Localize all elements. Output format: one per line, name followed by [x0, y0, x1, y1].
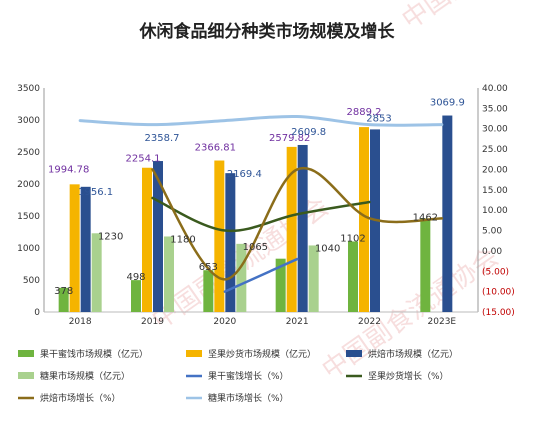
bar: [236, 243, 247, 312]
data-label: 2889.2: [347, 107, 382, 118]
data-label: 1994.78: [48, 164, 89, 175]
y-tick-right: (10.00): [482, 288, 515, 298]
legend-swatch: [18, 350, 34, 357]
y-tick-left: 2500: [17, 148, 40, 158]
y-tick-right: 0.00: [482, 247, 502, 257]
bar: [286, 146, 297, 312]
data-label: 2853: [366, 113, 391, 124]
data-label: 2358.7: [145, 133, 180, 144]
data-label: 3069.9: [430, 98, 465, 109]
bar: [348, 241, 358, 312]
legend-label: 果干蜜饯增长（%）: [208, 370, 289, 382]
bar: [131, 280, 141, 312]
legend-label: 糖果市场规模（亿元）: [40, 370, 130, 382]
data-label: 2366.81: [195, 143, 236, 154]
bar: [442, 115, 453, 312]
y-tick-right: 40.00: [482, 84, 508, 94]
series-line: [223, 257, 299, 293]
y-tick-left: 3500: [17, 84, 40, 94]
bar: [142, 167, 152, 312]
x-tick: 2018: [69, 317, 92, 327]
legend-label: 糖果市场增长（%）: [208, 392, 289, 404]
bar: [58, 287, 69, 312]
legend-label: 果干蜜饯市场规模（亿元）: [40, 348, 148, 360]
x-tick: 2021: [286, 317, 309, 327]
data-label: 1040: [315, 243, 340, 254]
series-line: [151, 196, 371, 233]
legend-label: 烘焙市场增长（%）: [40, 392, 121, 404]
bar: [203, 270, 214, 312]
legend: 果干蜜饯市场规模（亿元） 坚果炒货市场规模（亿元） 烘焙市场规模（亿元） 糖果市场规模…: [18, 348, 458, 404]
legend-swatch: [186, 350, 202, 357]
data-label: 1180: [170, 234, 195, 245]
data-label: 1065: [243, 242, 268, 253]
data-label: 498: [126, 272, 145, 283]
y-tick-right: 15.00: [482, 186, 508, 196]
x-tick: 2022: [358, 317, 381, 327]
legend-swatch: [346, 350, 362, 357]
bar: [275, 258, 286, 312]
bar: [164, 236, 174, 312]
chart-title: 休闲食品细分种类市场规模及增长: [139, 21, 396, 42]
bar: [153, 161, 163, 312]
y-tick-right: (15.00): [482, 308, 515, 318]
bar: [80, 186, 91, 312]
data-label: 1230: [98, 231, 123, 242]
data-label: 2609.8: [291, 127, 326, 138]
axes: 0 500 1000 1500 2000 2500 3000 3500 (15.00) (10.0…: [17, 84, 515, 327]
y-tick-right: 30.00: [482, 125, 508, 135]
bar: [297, 144, 308, 312]
bar: [69, 184, 80, 312]
legend-label: 坚果炒货增长（%）: [368, 370, 449, 382]
y-tick-right: 10.00: [482, 206, 508, 216]
y-tick-left: 1500: [17, 212, 40, 222]
data-label: 2579.82: [269, 133, 310, 144]
legend-swatch: [18, 372, 34, 379]
data-label: 653: [199, 262, 218, 273]
y-tick-right: 20.00: [482, 165, 508, 175]
y-tick-left: 2000: [17, 180, 40, 190]
data-label: 1462: [413, 212, 438, 223]
y-tick-left: 500: [23, 276, 40, 286]
y-tick-right: 35.00: [482, 104, 508, 114]
x-tick: 2023E: [428, 317, 457, 327]
data-label: 2169.4: [227, 169, 262, 180]
data-label: 2254.1: [126, 154, 161, 165]
legend-label: 坚果炒货市场规模（亿元）: [208, 348, 316, 360]
x-tick: 2019: [141, 317, 164, 327]
data-label: 1956.1: [78, 187, 113, 198]
bar: [359, 127, 369, 312]
y-tick-right: 25.00: [482, 145, 508, 155]
bars: [58, 115, 453, 312]
watermark-text-3: 中国副食流通协会: [317, 242, 505, 386]
bar: [91, 233, 102, 312]
x-tick: 2020: [213, 317, 236, 327]
y-tick-left: 3000: [17, 116, 40, 126]
data-label: 378: [54, 286, 73, 297]
y-tick-left: 0: [34, 308, 40, 318]
series-line: [151, 166, 444, 281]
data-labels: 378 498 653 1102 1462 1994.78 2254.1 2366.81 257…: [48, 98, 465, 297]
watermark-text-1: 中国副食流通协会: [397, 0, 534, 36]
bar: [214, 160, 225, 312]
y-tick-left: 1000: [17, 244, 40, 254]
bar: [308, 245, 319, 312]
y-tick-right: (5.00): [482, 267, 509, 277]
y-tick-right: 5.00: [482, 227, 502, 237]
bar: [225, 173, 236, 312]
data-label: 1102: [340, 233, 365, 244]
bar: [420, 218, 431, 312]
series-line: [78, 114, 444, 127]
legend-label: 烘焙市场规模（亿元）: [368, 348, 458, 360]
lines: [78, 114, 444, 293]
